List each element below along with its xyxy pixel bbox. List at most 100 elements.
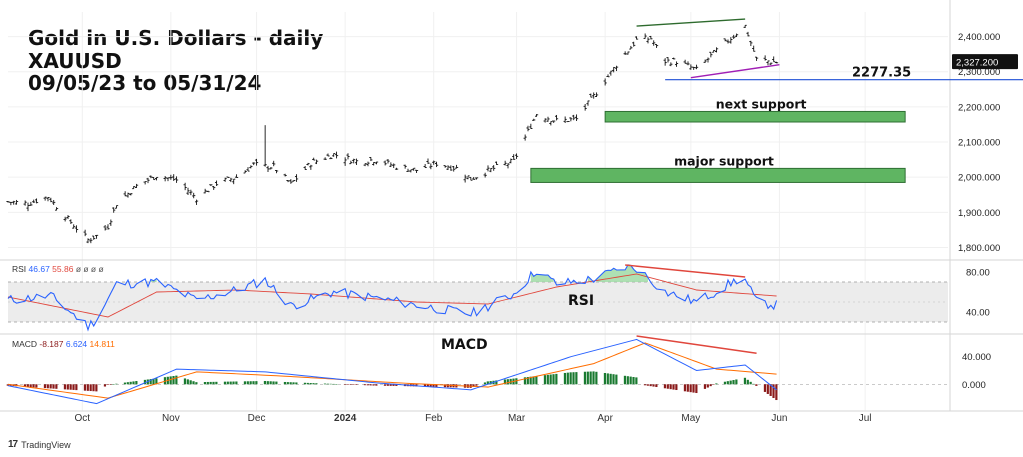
macd-histogram-bar (49, 384, 52, 389)
macd-histogram-bar (683, 384, 687, 392)
x-tick-label: Apr (597, 413, 613, 424)
macd-histogram-bar (35, 384, 38, 388)
macd-histogram-bar (769, 384, 772, 396)
x-tick-label: May (681, 413, 700, 424)
macd-histogram-bar (46, 384, 49, 389)
macd-histogram-bar (735, 379, 738, 385)
price-bar (506, 163, 510, 169)
price-bar (112, 207, 116, 213)
price-bar (14, 199, 19, 205)
rsi-header-extras: ø ø ø ø (76, 264, 104, 274)
macd-histogram-bar (572, 372, 575, 385)
macd-histogram-bar (369, 384, 372, 386)
price-bar (154, 176, 159, 181)
macd-histogram-bar (172, 376, 175, 385)
price-bar (166, 177, 170, 182)
price-bar (594, 92, 599, 98)
price-bar (606, 74, 610, 78)
price-bar (663, 58, 667, 66)
macd-histogram-bar (343, 384, 347, 385)
macd-histogram-bar (246, 381, 249, 385)
macd-histogram-bar (175, 375, 178, 385)
price-bar (274, 170, 279, 174)
macd-histogram-bar (612, 374, 615, 385)
macd-histogram-bar (26, 384, 29, 387)
macd-histogram-bar (692, 384, 695, 393)
price-bar (352, 158, 356, 164)
price-bar (534, 114, 539, 117)
macd-histogram-bar (352, 384, 355, 385)
price-bar (454, 164, 459, 169)
x-tick-label: Oct (75, 413, 91, 424)
macd-histogram-bar (183, 378, 187, 385)
price-bar (743, 24, 747, 28)
price-bar (292, 180, 296, 182)
macd-histogram-bar (709, 384, 712, 387)
macd-histogram-bar (95, 384, 98, 392)
macd-histogram-bar (489, 381, 492, 385)
macd-histogram-bar (432, 384, 435, 387)
macd-histogram-bar (535, 376, 538, 385)
macd-histogram-bar (75, 384, 78, 391)
macd-histogram-bar (329, 383, 332, 385)
macd-histogram-bar (652, 384, 655, 387)
macd-histogram-bar (695, 384, 698, 394)
footer-brand[interactable]: 17 TradingView (8, 439, 71, 450)
macd-histogram-bar (623, 375, 627, 385)
price-bar (246, 167, 250, 172)
macd-histogram-bar (83, 384, 87, 391)
y-tick-label: 2,100.000 (958, 138, 1000, 149)
x-tick-label: 2024 (334, 413, 357, 424)
price-bar (34, 198, 39, 204)
macd-histogram-bar (192, 381, 195, 385)
price-bar (609, 70, 613, 76)
price-bar (646, 37, 650, 44)
price-bar (589, 93, 593, 98)
macd-histogram-bar (275, 381, 278, 385)
macd-histogram-bar (312, 383, 315, 385)
price-bar (74, 225, 79, 233)
price-bar (123, 191, 127, 197)
price-bar (392, 163, 396, 169)
price-bar (174, 176, 179, 183)
macd-histogram-bar (392, 384, 395, 386)
macd-histogram-bar (389, 384, 392, 386)
price-bar (266, 165, 270, 172)
price-bar (494, 161, 499, 165)
price-bar (429, 163, 433, 170)
macd-histogram-bar (289, 382, 292, 385)
price-bar (652, 40, 656, 46)
price-bar (692, 66, 696, 70)
price-bar (523, 134, 527, 141)
price-bar (489, 167, 493, 173)
price-bar (532, 118, 536, 121)
macd-histogram-bar (335, 384, 338, 385)
price-bar (303, 166, 307, 170)
macd-histogram-bar (149, 379, 152, 385)
price-bar (732, 34, 736, 39)
price-bar (12, 200, 16, 205)
macd-histogram-bar (29, 384, 32, 388)
macd-histogram-bar (749, 381, 752, 385)
price-bar (486, 165, 490, 172)
macd-histogram-bar (143, 379, 147, 385)
macd-histogram-bar (155, 378, 158, 385)
price-bar (746, 31, 750, 37)
macd-histogram-bar (226, 381, 229, 385)
price-bar (9, 201, 13, 206)
price-bar (283, 173, 287, 177)
y-tick-label: 1,800.000 (958, 243, 1000, 254)
y-tick-label: 1,900.000 (958, 208, 1000, 219)
macd-histogram-bar (609, 373, 612, 385)
macd-histogram-bar (543, 375, 547, 385)
macd-histogram-bar (675, 384, 678, 391)
macd-header-value2: 6.624 (66, 339, 90, 349)
x-tick-label: Jun (771, 413, 787, 424)
price-bar (52, 199, 56, 205)
macd-histogram-bar (186, 379, 189, 385)
macd-header-value1: -8.187 (39, 339, 65, 349)
macd-histogram-bar (435, 384, 438, 387)
macd-histogram-bar (115, 383, 118, 385)
macd-histogram-bar (449, 384, 452, 388)
